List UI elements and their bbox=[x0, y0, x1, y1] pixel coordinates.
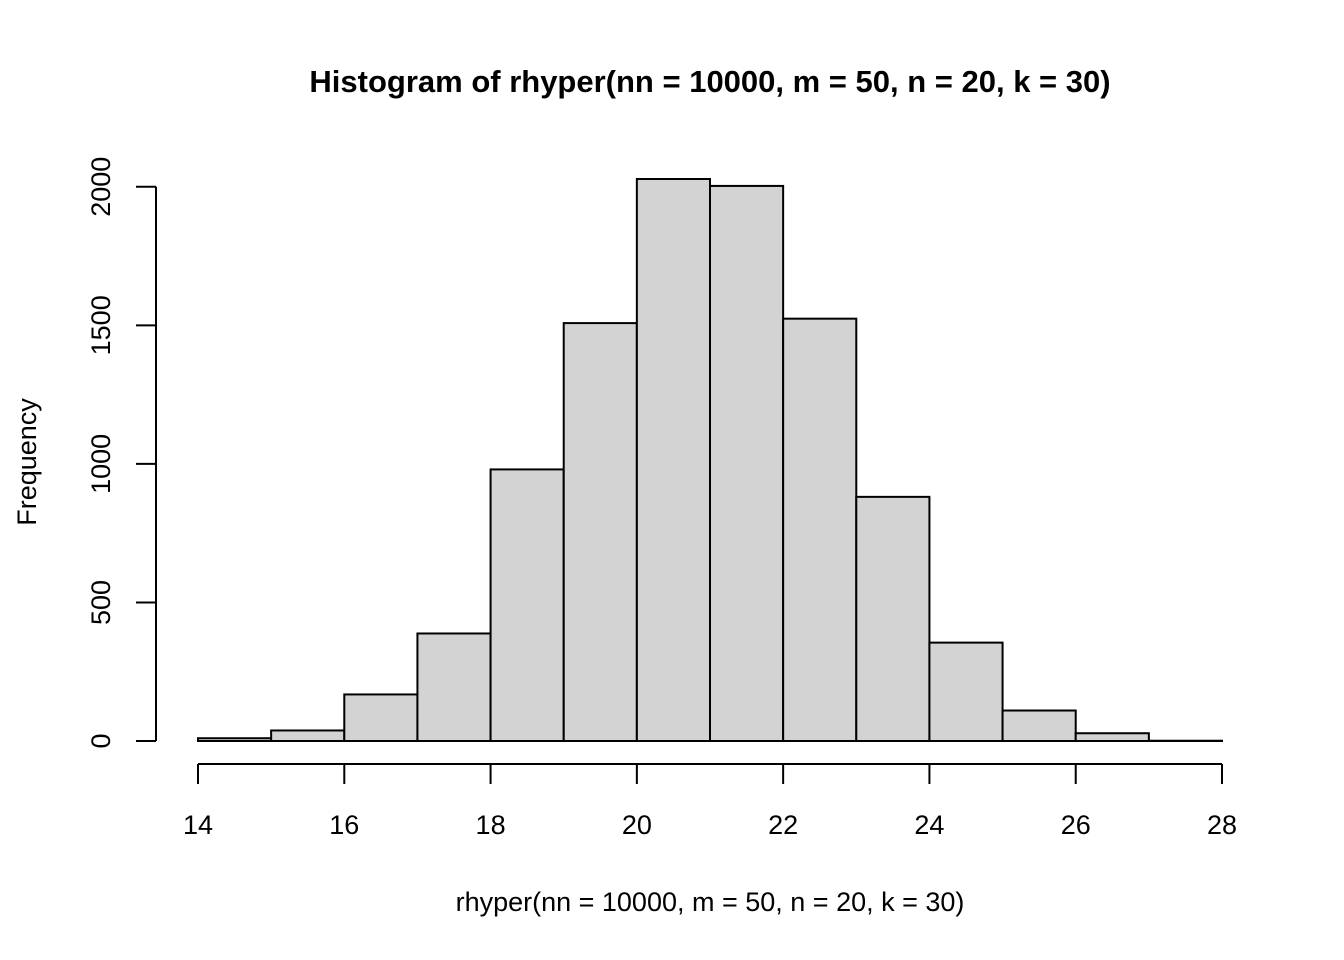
histogram-bar-12 bbox=[1074, 732, 1150, 742]
histogram-bar-11 bbox=[1001, 709, 1077, 743]
histogram-bar-5 bbox=[562, 322, 638, 742]
y-tick-label-3: 1500 bbox=[86, 295, 116, 355]
y-tick-label-1: 500 bbox=[86, 580, 116, 625]
histogram-bar-6 bbox=[635, 178, 711, 742]
bars-group bbox=[197, 178, 1224, 743]
histogram-bar-3 bbox=[416, 632, 492, 742]
x-tick-label-4: 22 bbox=[768, 810, 798, 840]
histogram-bar-1 bbox=[270, 729, 346, 742]
x-tick-label-2: 18 bbox=[476, 810, 506, 840]
x-tick-label-5: 24 bbox=[914, 810, 944, 840]
x-tick-label-0: 14 bbox=[183, 810, 213, 840]
histogram-bar-7 bbox=[709, 184, 785, 743]
histogram-bar-4 bbox=[489, 468, 565, 742]
x-axis: 14 16 18 20 22 24 26 28 bbox=[183, 763, 1237, 840]
x-tick-label-6: 26 bbox=[1061, 810, 1091, 840]
x-tick-label-7: 28 bbox=[1207, 810, 1237, 840]
y-tick-label-2: 1000 bbox=[86, 434, 116, 494]
x-axis-label: rhyper(nn = 10000, m = 50, n = 20, k = 3… bbox=[456, 887, 965, 917]
x-tick-label-3: 20 bbox=[622, 810, 652, 840]
y-tick-label-0: 0 bbox=[86, 733, 116, 748]
y-axis: 0 500 1000 1500 2000 bbox=[86, 157, 157, 749]
histogram-bar-8 bbox=[782, 317, 858, 742]
chart-title: Histogram of rhyper(nn = 10000, m = 50, … bbox=[309, 64, 1110, 99]
y-axis-label: Frequency bbox=[12, 398, 42, 526]
histogram-bar-2 bbox=[343, 693, 419, 742]
histogram-bar-10 bbox=[928, 641, 1004, 743]
histogram-bar-9 bbox=[855, 495, 931, 742]
x-tick-label-1: 16 bbox=[329, 810, 359, 840]
y-tick-label-4: 2000 bbox=[86, 157, 116, 217]
histogram-bar-0 bbox=[197, 737, 273, 743]
